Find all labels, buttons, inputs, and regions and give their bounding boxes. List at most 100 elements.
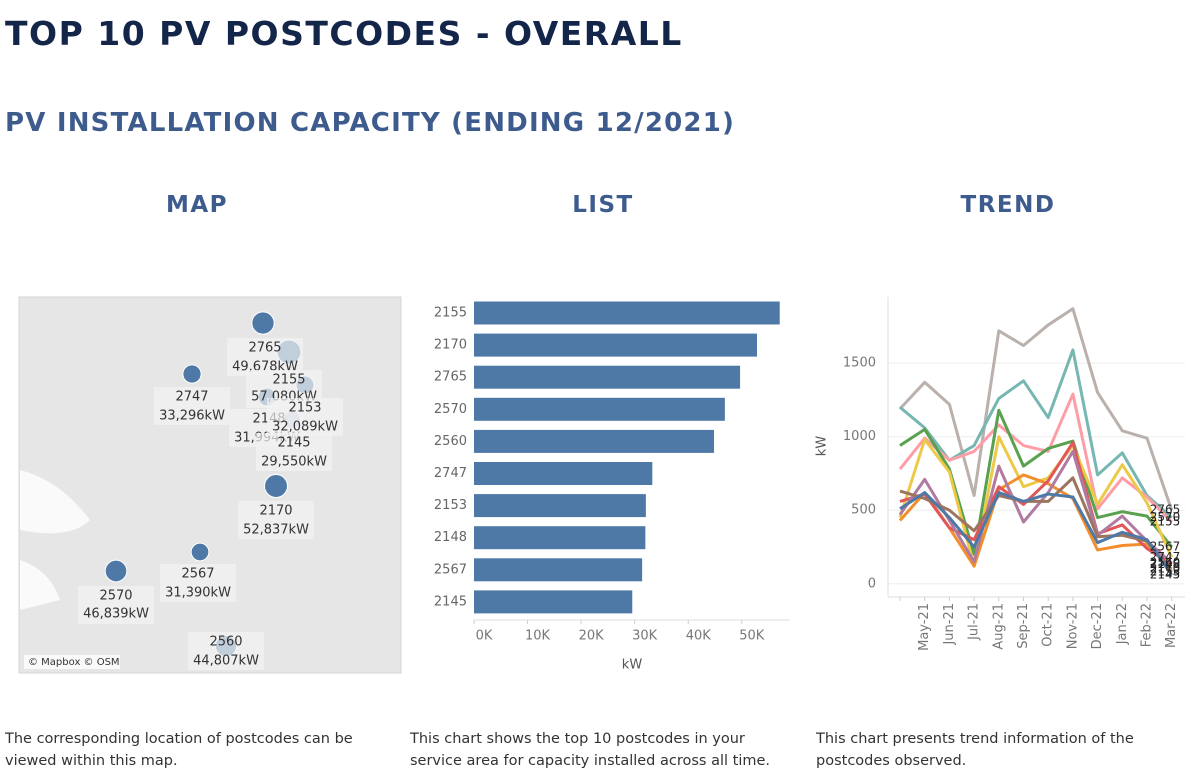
attribution-bg [24, 655, 120, 669]
x-tick-label: Nov-21 [1065, 603, 1080, 649]
label-bg [227, 338, 303, 376]
bar [474, 301, 780, 325]
bar [474, 558, 643, 582]
point-label: 2145 [277, 436, 310, 451]
series-end-label: 2170 [1150, 562, 1181, 576]
panel-heading: MAP [165, 192, 229, 218]
y-tick-label: 2153 [434, 498, 467, 513]
attribution: © Mapbox © OSM [28, 657, 120, 668]
bar [474, 590, 633, 614]
series-line [898, 435, 1174, 568]
x-tick-label: 20K [579, 629, 605, 644]
series-end-label: 2765 [1150, 503, 1181, 517]
x-tick-label: Aug-21 [991, 603, 1006, 650]
x-tick-label: 40K [686, 629, 712, 644]
x-tick-label: 10K [525, 629, 551, 644]
y-tick-label: 1000 [843, 429, 876, 444]
series-line [898, 473, 1173, 571]
y-tick-label: 2170 [434, 338, 467, 353]
label-bg [78, 586, 154, 624]
y-tick-label: 2145 [434, 594, 467, 609]
point-label: 2560 [209, 635, 242, 650]
label-bg [160, 564, 236, 602]
series-end-label: 2155 [1150, 515, 1181, 529]
x-tick-label: Feb-22 [1140, 603, 1155, 647]
panel-heading: LIST [572, 192, 634, 218]
map-point [251, 311, 275, 335]
point-label: 2747 [175, 390, 208, 405]
y-tick-label: 2560 [434, 434, 467, 449]
value-label: 29,550kW [261, 455, 327, 470]
x-tick-label: Oct-21 [1041, 603, 1056, 647]
panel-caption: The corresponding location of postcodes … [5, 731, 353, 769]
series-line [898, 307, 1174, 511]
x-axis-label: kW [622, 658, 643, 673]
x-tick-label: May-21 [917, 603, 932, 651]
y-tick-label: 0 [868, 576, 876, 591]
map-point [182, 364, 202, 384]
y-tick-label: 2570 [434, 402, 467, 417]
value-label: 31,390kW [165, 586, 231, 601]
label-bg [154, 387, 230, 425]
value-label: 44,807kW [193, 654, 259, 669]
x-tick-label: Jan-22 [1115, 603, 1130, 645]
value-label: 52,837kW [243, 523, 309, 538]
bar [474, 494, 646, 518]
map-point [190, 542, 210, 562]
bar [474, 429, 714, 453]
series-end-label: 2560 [1150, 556, 1181, 570]
bar [474, 397, 725, 421]
y-axis-label: kW [815, 436, 830, 457]
y-tick-label: 500 [851, 503, 876, 518]
series-end-label: 2747 [1150, 550, 1181, 564]
point-label: 2567 [181, 567, 214, 582]
x-tick-label: 50K [739, 629, 765, 644]
y-tick-label: 2747 [434, 466, 467, 481]
series-line [898, 392, 1173, 524]
x-tick-label: Jul-21 [967, 603, 982, 641]
page-title: TOP 10 PV POSTCODES - OVERALL [5, 14, 683, 53]
label-bg [238, 501, 314, 539]
series-line [899, 441, 1173, 566]
series-line [899, 491, 1173, 576]
series-end-label: 2145 [1150, 567, 1181, 581]
map-water [20, 470, 90, 610]
point-label: 2170 [259, 504, 292, 519]
bar [474, 333, 757, 357]
map-background [18, 296, 402, 674]
point-label: 2570 [99, 589, 132, 604]
map-point [264, 474, 288, 498]
y-tick-label: 1500 [843, 356, 876, 371]
y-tick-label: 2567 [434, 562, 467, 577]
point-label: 2155 [272, 373, 305, 388]
series-line [899, 476, 1173, 573]
x-tick-label: Jun-21 [942, 603, 957, 646]
label-bg [188, 632, 264, 670]
value-label: 32,089kW [272, 420, 338, 435]
bar [474, 365, 741, 389]
y-tick-label: 2148 [434, 530, 467, 545]
panel-heading: TREND [960, 192, 1056, 218]
y-tick-label: 2765 [434, 370, 467, 385]
bar [474, 526, 646, 550]
series-end-label: 2148 [1150, 557, 1181, 571]
x-tick-label: Sep-21 [1016, 603, 1031, 649]
x-tick-label: Mar-22 [1164, 603, 1179, 648]
map-point [104, 559, 128, 583]
panel-caption: This chart shows the top 10 postcodes in… [410, 731, 771, 769]
x-tick-label: 0K [476, 629, 493, 644]
value-label: 33,296kW [159, 409, 225, 424]
bar [474, 462, 653, 485]
value-label: 46,839kW [83, 607, 149, 622]
point-label: 2153 [288, 401, 321, 416]
series-end-label: 2567 [1150, 540, 1181, 554]
label-bg [267, 398, 343, 436]
series-end-label: 2153 [1150, 565, 1181, 579]
series-end-label: 2570 [1150, 510, 1181, 524]
x-tick-label: 30K [632, 629, 658, 644]
panel-caption: This chart presents trend information of… [816, 731, 1134, 769]
y-tick-label: 2155 [434, 306, 467, 321]
series-line [899, 408, 1173, 556]
x-tick-label: Dec-21 [1090, 603, 1105, 649]
